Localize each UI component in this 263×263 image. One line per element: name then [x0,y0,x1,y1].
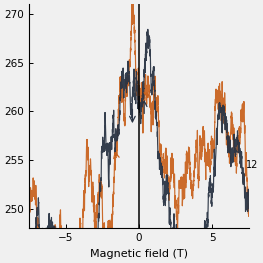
Text: 12: 12 [246,160,259,170]
X-axis label: Magnetic field (T): Magnetic field (T) [90,249,188,259]
